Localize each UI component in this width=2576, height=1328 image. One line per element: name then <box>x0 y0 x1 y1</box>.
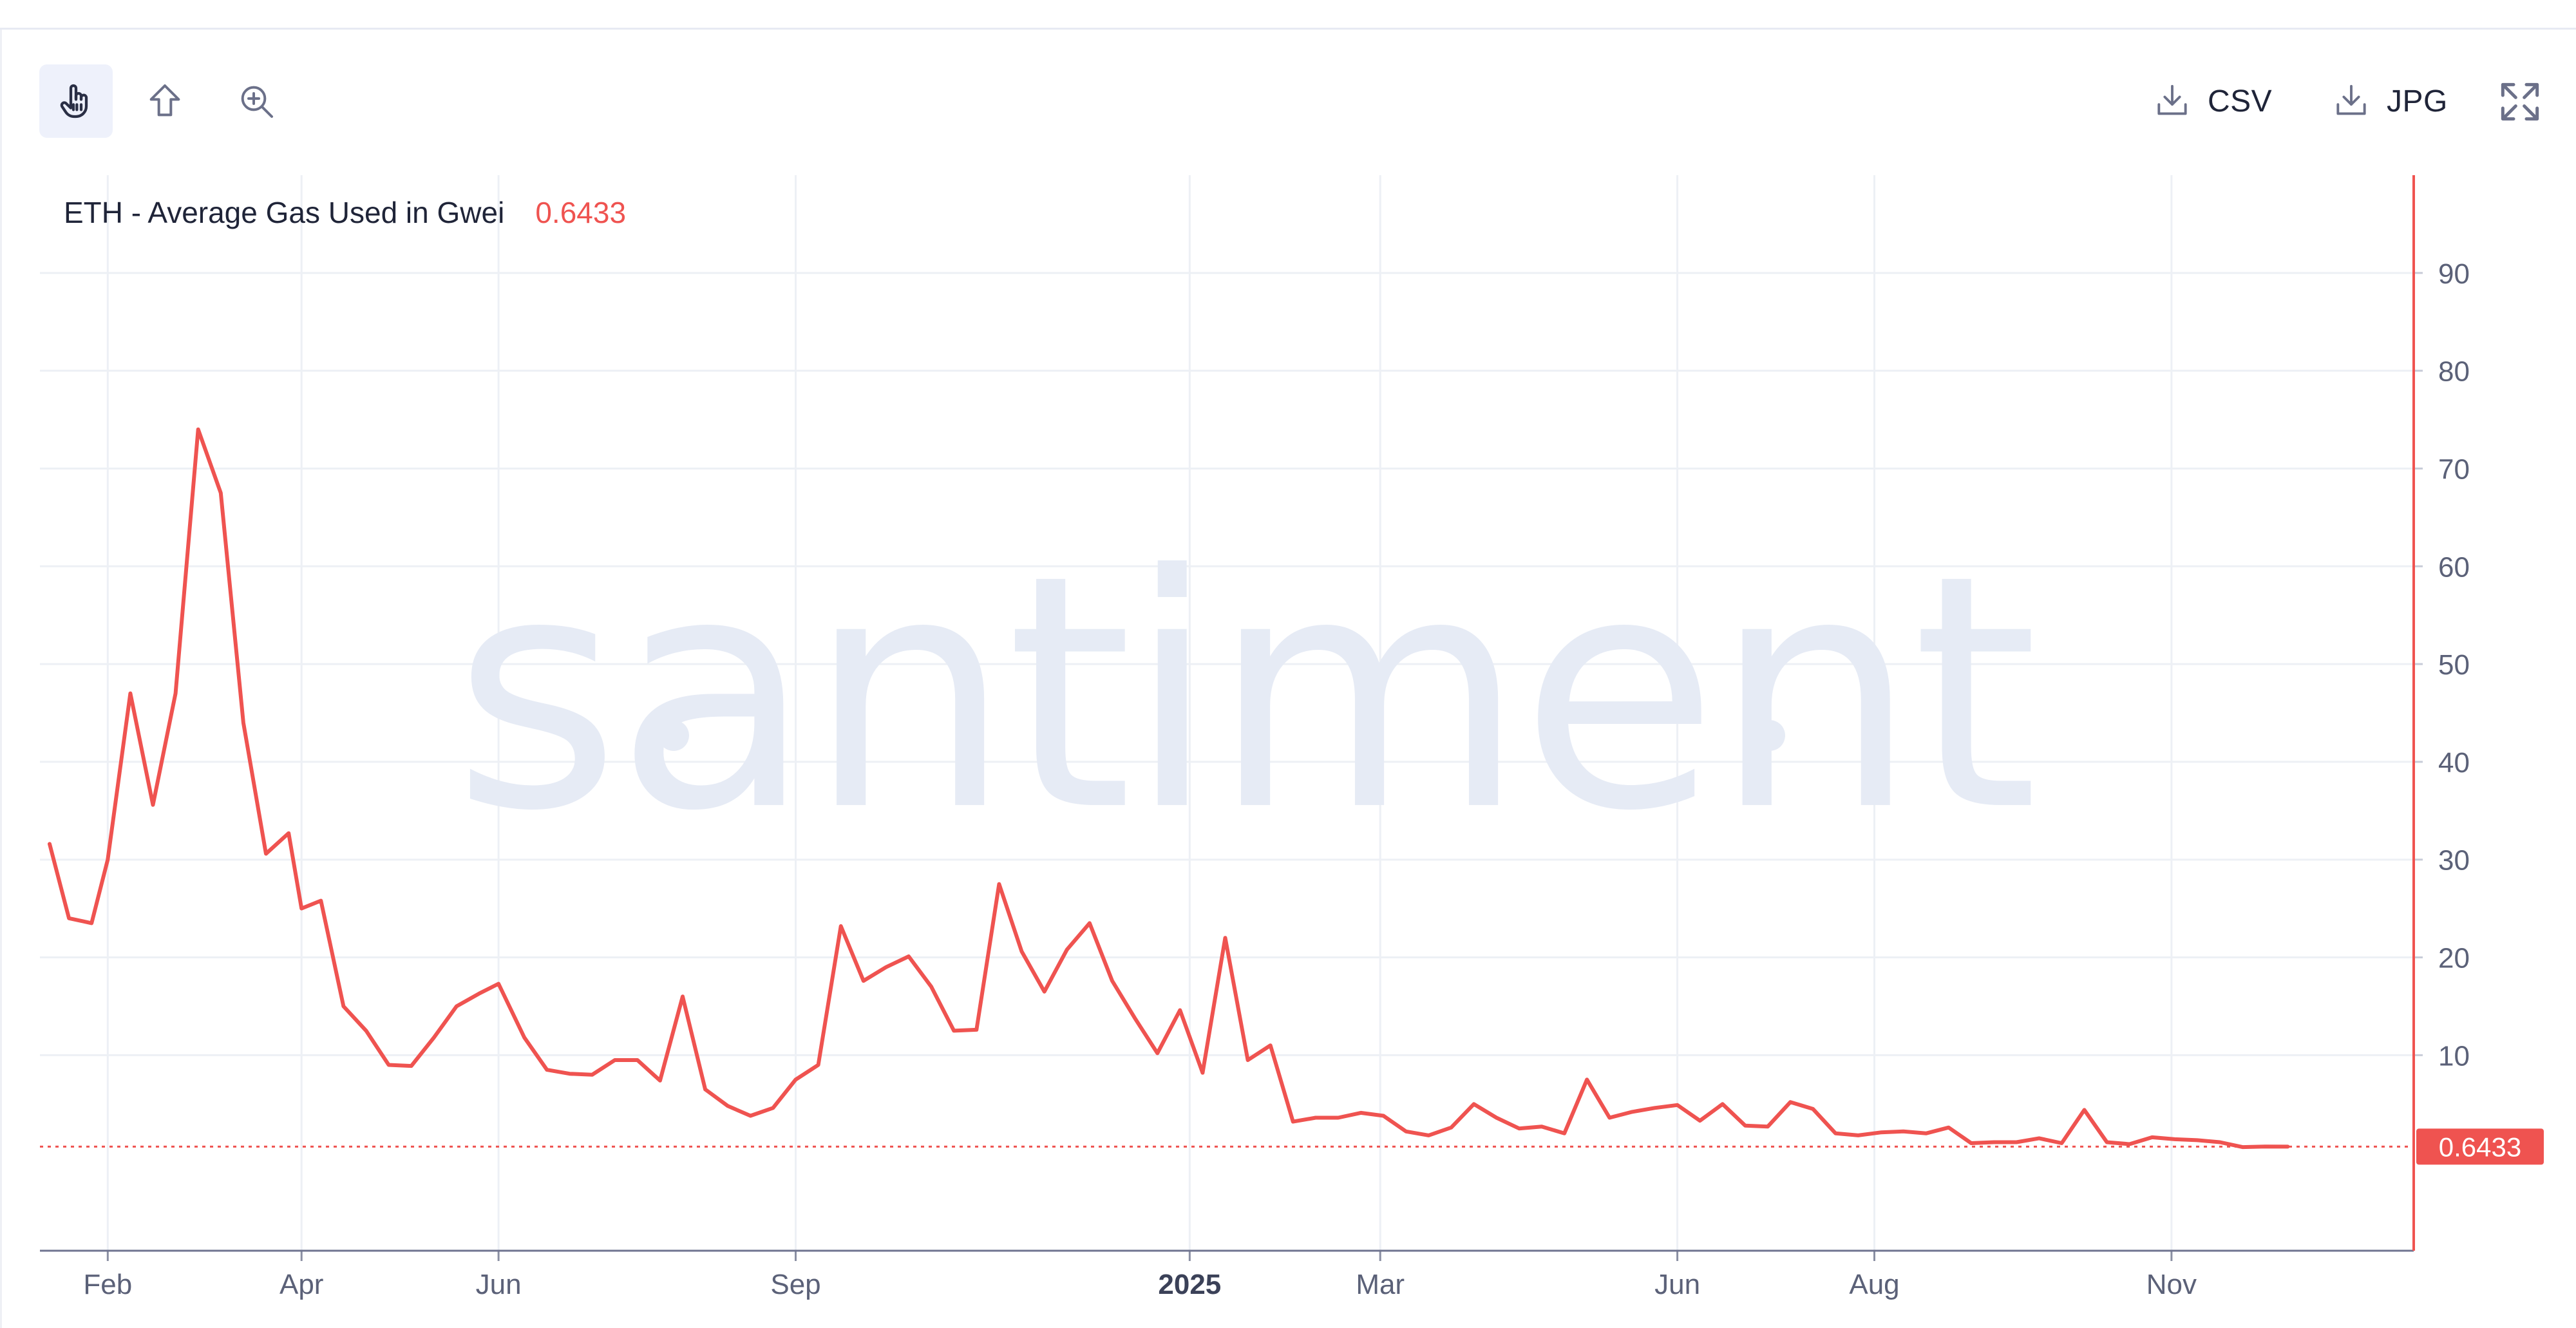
y-tick-label: 40 <box>2438 747 2470 779</box>
x-tick-label: Jun <box>1654 1269 1700 1300</box>
series-layer <box>40 427 2414 1150</box>
y-tick-label: 90 <box>2438 258 2470 290</box>
legend-series-value: 0.6433 <box>535 196 627 229</box>
zoom-in-icon <box>241 86 273 118</box>
watermark: santiment <box>453 506 2033 881</box>
top-divider <box>0 0 2576 30</box>
y-tick-label: 30 <box>2438 845 2470 877</box>
fullscreen-button[interactable] <box>2494 76 2546 128</box>
legend-series-name: ETH - Average Gas Used in Gwei <box>64 196 505 229</box>
download-jpg-button[interactable]: JPG <box>2331 73 2448 129</box>
y-tick-label: 10 <box>2438 1040 2470 1072</box>
pointer-hand-icon <box>60 84 88 119</box>
watermark-dot-left <box>658 720 689 751</box>
share-upload-icon <box>149 84 180 117</box>
y-tick-label: 70 <box>2438 453 2470 485</box>
watermark-dot-right <box>1754 720 1785 751</box>
label-layer: 10 20 30 40 50 60 70 80 90 Feb Apr Jun Sep 2025 Mar Jun… <box>83 258 2544 1300</box>
x-tick-label: Nov <box>2146 1269 2197 1300</box>
series-line <box>48 427 2290 1150</box>
x-tick-label: Apr <box>279 1269 323 1300</box>
share-button[interactable] <box>128 64 202 138</box>
y-tick-label: 20 <box>2438 943 2470 974</box>
download-csv-button[interactable]: CSV <box>2152 73 2272 129</box>
x-tick-label: Aug <box>1849 1269 1899 1300</box>
download-icon <box>2336 84 2366 115</box>
grid-layer <box>40 175 2414 1251</box>
x-tick-label: Feb <box>83 1269 132 1300</box>
y-tick-label: 60 <box>2438 551 2470 583</box>
zoom-in-button[interactable] <box>220 64 293 138</box>
axis-layer <box>40 175 2423 1261</box>
csv-label: CSV <box>2208 84 2273 119</box>
chart-legend: ETH - Average Gas Used in Gwei 0.6433 <box>64 193 626 232</box>
download-icon <box>2157 84 2187 115</box>
expand-icon <box>2501 82 2539 121</box>
x-tick-label: Sep <box>770 1269 820 1300</box>
y-tick-label: 80 <box>2438 356 2470 388</box>
last-value-badge <box>2416 1128 2544 1165</box>
jpg-label: JPG <box>2387 84 2448 119</box>
chart-toolbar: CSV JPG <box>0 64 2576 142</box>
last-value-label: 0.6433 <box>2439 1132 2521 1162</box>
y-tick-label: 50 <box>2438 649 2470 681</box>
pointer-tool-button[interactable] <box>39 64 113 138</box>
x-tick-label: Mar <box>1356 1269 1405 1300</box>
x-tick-label: Jun <box>476 1269 522 1300</box>
x-tick-label: 2025 <box>1158 1269 1221 1300</box>
left-divider <box>0 30 2 1328</box>
